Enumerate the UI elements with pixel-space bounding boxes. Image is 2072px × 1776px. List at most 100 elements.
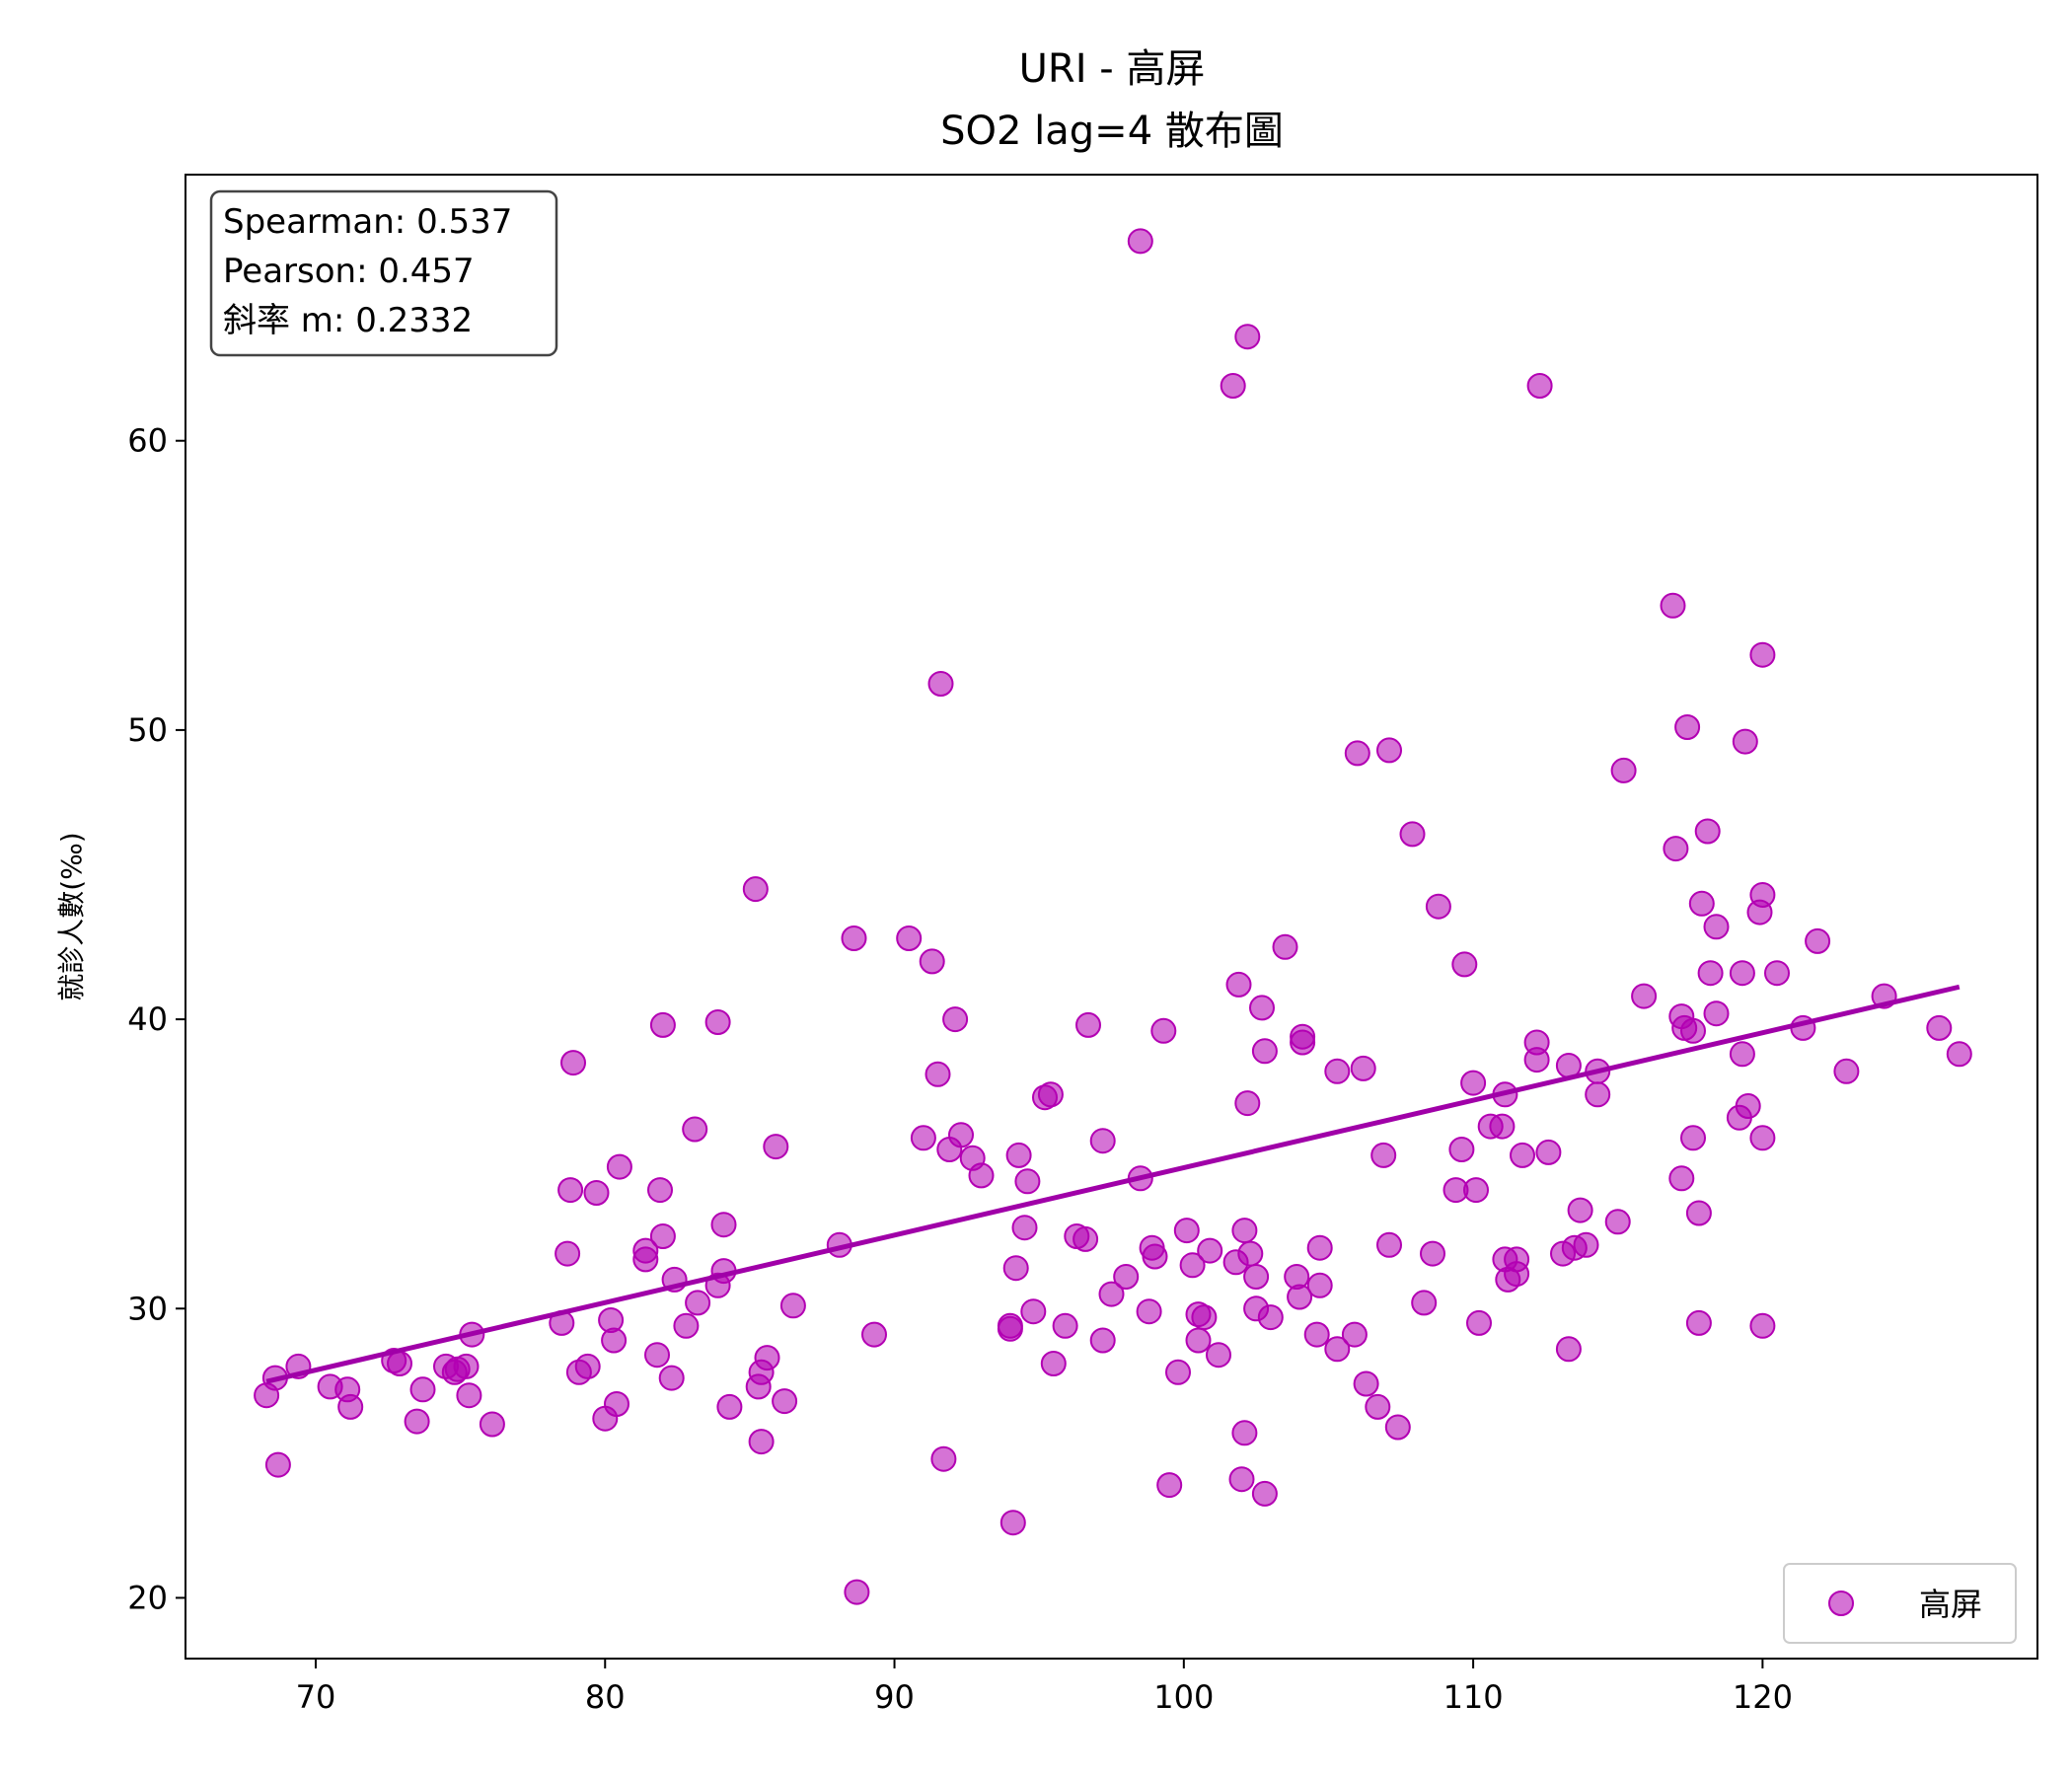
scatter-point <box>1399 821 1426 848</box>
scatter-point <box>1306 1234 1333 1261</box>
scatter-point <box>1165 1359 1191 1385</box>
scatter-point <box>1179 1252 1206 1279</box>
scatter-point <box>942 1006 969 1033</box>
scatter-point <box>1231 1218 1258 1244</box>
scatter-point <box>1353 1370 1379 1397</box>
scatter-point <box>404 1408 430 1435</box>
scatter-point <box>1555 1336 1582 1363</box>
scatter-point <box>1526 373 1553 399</box>
scatter-point <box>1287 1284 1313 1310</box>
scatter-point <box>1376 737 1402 764</box>
scatter-point <box>1764 960 1790 987</box>
scatter-point <box>1191 1304 1218 1331</box>
scatter-point <box>1448 1137 1475 1162</box>
scatter-point <box>1460 1070 1487 1096</box>
scatter-point <box>844 1579 870 1605</box>
scatter-point <box>1136 1298 1162 1325</box>
scatter-point <box>1075 1011 1101 1038</box>
scatter-point <box>1251 1038 1278 1065</box>
chart-title-line-2: SO2 lag=4 散布圖 <box>940 109 1284 154</box>
scatter-point <box>632 1237 659 1264</box>
scatter-point <box>1735 1093 1761 1119</box>
scatter-point <box>772 1388 798 1415</box>
x-tick-label: 120 <box>1733 1678 1793 1716</box>
scatter-point <box>968 1162 995 1189</box>
scatter-point <box>1680 1125 1706 1151</box>
scatter-point <box>606 1153 632 1180</box>
scatter-point <box>1749 1125 1776 1151</box>
scatter-point <box>658 1365 685 1391</box>
scatter-point <box>1749 1312 1776 1339</box>
y-tick-label: 60 <box>127 422 168 460</box>
scatter-point <box>910 1125 936 1151</box>
scatter-point <box>1243 1264 1270 1290</box>
scatter-point <box>1585 1081 1611 1108</box>
scatter-point <box>1225 971 1252 998</box>
scatter-point <box>1098 1281 1125 1307</box>
scatter-point <box>1113 1264 1140 1290</box>
scatter-point <box>841 925 867 951</box>
scatter-point <box>716 1393 743 1420</box>
scatter-point <box>748 1429 775 1455</box>
scatter-point <box>1489 1113 1516 1140</box>
scatter-point <box>1251 1480 1278 1507</box>
scatter-point <box>1523 1047 1550 1073</box>
scatter-point <box>387 1351 412 1376</box>
scatter-point <box>1014 1168 1041 1195</box>
chart-title-line-1: URI - 高屏 <box>1019 46 1206 92</box>
scatter-point <box>1384 1414 1411 1441</box>
scatter-point <box>1729 960 1755 987</box>
scatter-point <box>1567 1197 1593 1223</box>
scatter-point <box>1142 1243 1168 1270</box>
y-axis-label: 就診人數(‰) <box>55 832 88 1000</box>
scatter-point <box>1749 882 1776 908</box>
scatter-point <box>1344 740 1370 767</box>
scatter-point <box>604 1391 629 1417</box>
scatter-point <box>644 1342 670 1369</box>
y-tick-label: 50 <box>127 711 168 749</box>
scatter-point <box>704 1009 731 1035</box>
scatter-point <box>1220 373 1246 399</box>
scatter-point <box>1234 1090 1261 1117</box>
scatter-point <box>779 1293 806 1319</box>
scatter-point <box>574 1353 601 1379</box>
scatter-point <box>1833 1058 1860 1084</box>
scatter-point <box>647 1177 673 1204</box>
legend: 高屏 <box>1783 1563 2017 1644</box>
scatter-point <box>560 1050 586 1076</box>
scatter-point <box>948 1122 974 1148</box>
scatter-point <box>1694 818 1721 845</box>
legend-label: 高屏 <box>1919 1586 1982 1623</box>
regression-line <box>265 984 1961 1384</box>
scatter-point <box>1674 714 1701 740</box>
scatter-point <box>1805 927 1831 954</box>
scatter-point <box>1946 1041 1972 1068</box>
y-tick-label: 20 <box>127 1579 168 1616</box>
legend-frame <box>1783 1563 2017 1644</box>
scatter-point <box>583 1180 610 1206</box>
scatter-point <box>649 1011 676 1038</box>
scatter-point <box>1020 1298 1047 1325</box>
scatter-point <box>1668 1165 1695 1192</box>
x-tick-label: 110 <box>1443 1678 1504 1716</box>
scatter-point <box>1306 1272 1333 1298</box>
scatter-point <box>997 1315 1023 1342</box>
scatter-point <box>1663 836 1689 862</box>
scatter-point <box>1272 933 1298 960</box>
scatter-point <box>1197 1237 1223 1264</box>
scatter-point <box>1173 1218 1200 1244</box>
scatter-point <box>1237 1240 1264 1267</box>
scatter-point <box>601 1327 628 1354</box>
scatter-point <box>1504 1261 1530 1288</box>
scatter-point <box>456 1382 482 1409</box>
scatter-point <box>1425 893 1451 920</box>
scatter-point <box>1073 1225 1099 1252</box>
scatter-point <box>1127 228 1153 255</box>
scatter-point <box>1089 1327 1116 1354</box>
scatter-point <box>1463 1177 1489 1204</box>
scatter-point <box>337 1393 364 1420</box>
scatter-point <box>453 1353 480 1379</box>
scatter-point <box>710 1212 737 1238</box>
scatter-point <box>1466 1309 1492 1336</box>
scatter-point <box>1185 1327 1212 1354</box>
